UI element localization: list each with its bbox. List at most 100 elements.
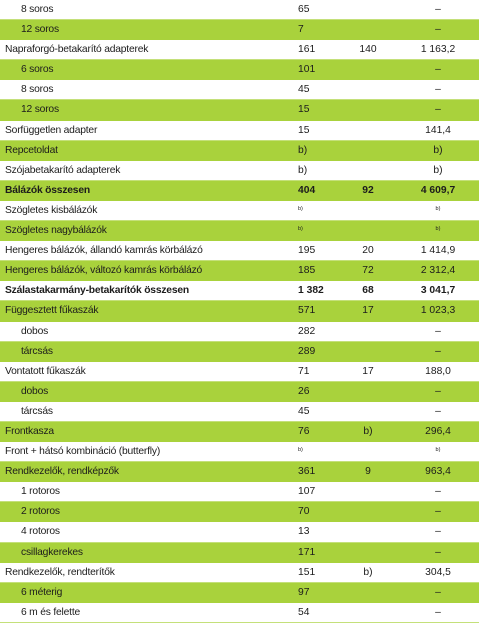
row-label: Függesztett fűkaszák [5, 305, 99, 317]
row-label: tárcsás [21, 405, 53, 417]
row-label: Bálázók összesen [5, 184, 90, 196]
value-col-3: – [435, 506, 441, 518]
row-label: Szögletes nagybálázók [5, 225, 107, 237]
row-divider [0, 581, 479, 583]
row-divider [0, 380, 479, 382]
value-col-2 [348, 161, 388, 181]
value-col-2 [348, 201, 388, 221]
row-divider [0, 461, 479, 463]
table-row: 8 soros 45 – [0, 80, 479, 101]
value-col-2: 20 [362, 245, 374, 257]
value-col-1: 70 [298, 506, 310, 518]
value-col-1: 361 [298, 466, 316, 478]
value-col-2 [348, 0, 388, 20]
value-col-2: 72 [362, 265, 374, 277]
value-col-1: 7 [298, 24, 304, 36]
table-row: Repcetoldat b) b) [0, 140, 479, 161]
row-label: Vontatott fűkaszák [5, 365, 86, 377]
value-col-1: 161 [298, 44, 316, 56]
value-col-3: 1 163,2 [420, 44, 456, 56]
row-label: tárcsás [21, 345, 53, 357]
row-label: dobos [21, 325, 49, 337]
value-col-2: 9 [365, 466, 371, 478]
row-divider [0, 99, 479, 101]
value-col-2 [348, 382, 388, 402]
value-col-3: 963,4 [425, 466, 451, 478]
table-row: Rendkezelők, rendterítők 151 b) 304,5 [0, 562, 479, 583]
value-col-3: – [435, 84, 441, 96]
row-label: Rendkezelők, rendterítők [5, 566, 115, 578]
row-divider [0, 340, 479, 342]
value-col-2: 68 [362, 285, 374, 297]
value-col-3: – [435, 64, 441, 76]
table-row: Szójabetakarító adapterek b) b) [0, 160, 479, 181]
table-row: Napraforgó-betakarító adapterek 161 140 1 1… [0, 40, 479, 61]
row-label: dobos [21, 385, 49, 397]
table-row: csillagkerekes 171 – [0, 542, 479, 563]
value-col-1: b) [298, 144, 308, 156]
value-col-1: 71 [298, 365, 310, 377]
value-col-1: 13 [298, 526, 310, 538]
row-label: Sorfüggetlen adapter [5, 124, 98, 136]
table-row: 12 soros 15 – [0, 100, 479, 121]
row-label: 6 soros [21, 64, 54, 76]
row-divider [0, 19, 479, 21]
value-col-1: 45 [298, 84, 310, 96]
value-col-3: 304,5 [425, 566, 451, 578]
value-col-3: – [435, 325, 441, 337]
value-col-2: 17 [362, 365, 374, 377]
row-label: 2 rotoros [21, 506, 60, 518]
value-col-2: b) [363, 566, 373, 578]
value-col-3: b) [435, 226, 441, 233]
value-col-1: b) [298, 447, 303, 454]
value-col-2 [348, 141, 388, 161]
table-row: tárcsás 289 – [0, 341, 479, 362]
row-label: Napraforgó-betakarító adapterek [5, 44, 149, 56]
value-col-1: 171 [298, 546, 316, 558]
table-row: Hengeres bálázók, változó kamrás körbálá… [0, 261, 479, 282]
table-row: 6 méterig 97 – [0, 582, 479, 603]
value-col-2 [348, 543, 388, 563]
table-row: 12 soros 7 – [0, 20, 479, 41]
value-col-1: 282 [298, 325, 316, 337]
table-row: Vontatott fűkaszák 71 17 188,0 [0, 361, 479, 382]
value-col-3: 1 414,9 [420, 245, 456, 257]
value-col-3: 4 609,7 [420, 184, 456, 196]
value-col-3: – [435, 345, 441, 357]
table-row: 1 rotoros 107 – [0, 482, 479, 503]
value-col-1: 195 [298, 245, 316, 257]
value-col-2 [348, 522, 388, 542]
value-col-2: 92 [362, 184, 374, 196]
value-col-3: 2 312,4 [420, 265, 456, 277]
value-col-3: – [435, 4, 441, 15]
table-row: Frontkasza 76 b) 296,4 [0, 421, 479, 443]
row-label: 8 soros [21, 4, 54, 15]
value-col-3: 296,4 [425, 425, 451, 437]
value-col-2 [348, 100, 388, 120]
value-col-3: – [435, 586, 441, 598]
value-col-1: b) [298, 205, 303, 212]
value-col-1: 1 382 [298, 285, 324, 297]
table-row: Függesztett fűkaszák 571 17 1 023,3 [0, 301, 479, 322]
row-label: 12 soros [21, 24, 59, 36]
row-label: 8 soros [21, 84, 54, 96]
row-label: csillagkerekes [21, 546, 83, 558]
value-col-1: 97 [298, 586, 310, 598]
row-label: Szálastakarmány-betakarítók összesen [5, 285, 189, 297]
value-col-2 [348, 583, 388, 603]
value-col-2 [348, 80, 388, 100]
value-col-1: 15 [298, 104, 310, 116]
value-col-2 [348, 442, 388, 462]
value-col-2: b) [363, 425, 373, 437]
row-label: Front + hátsó kombináció (butterfly) [5, 446, 161, 458]
value-col-1: 185 [298, 265, 316, 277]
value-col-1: 101 [298, 64, 316, 76]
row-label: 6 méterig [21, 586, 63, 598]
row-divider [0, 300, 479, 302]
row-label: Frontkasza [5, 425, 54, 437]
row-divider [0, 59, 479, 61]
table-row: 2 rotoros 70 – [0, 502, 479, 523]
row-label: 6 m és felette [21, 606, 81, 618]
row-label: 12 soros [21, 104, 59, 116]
